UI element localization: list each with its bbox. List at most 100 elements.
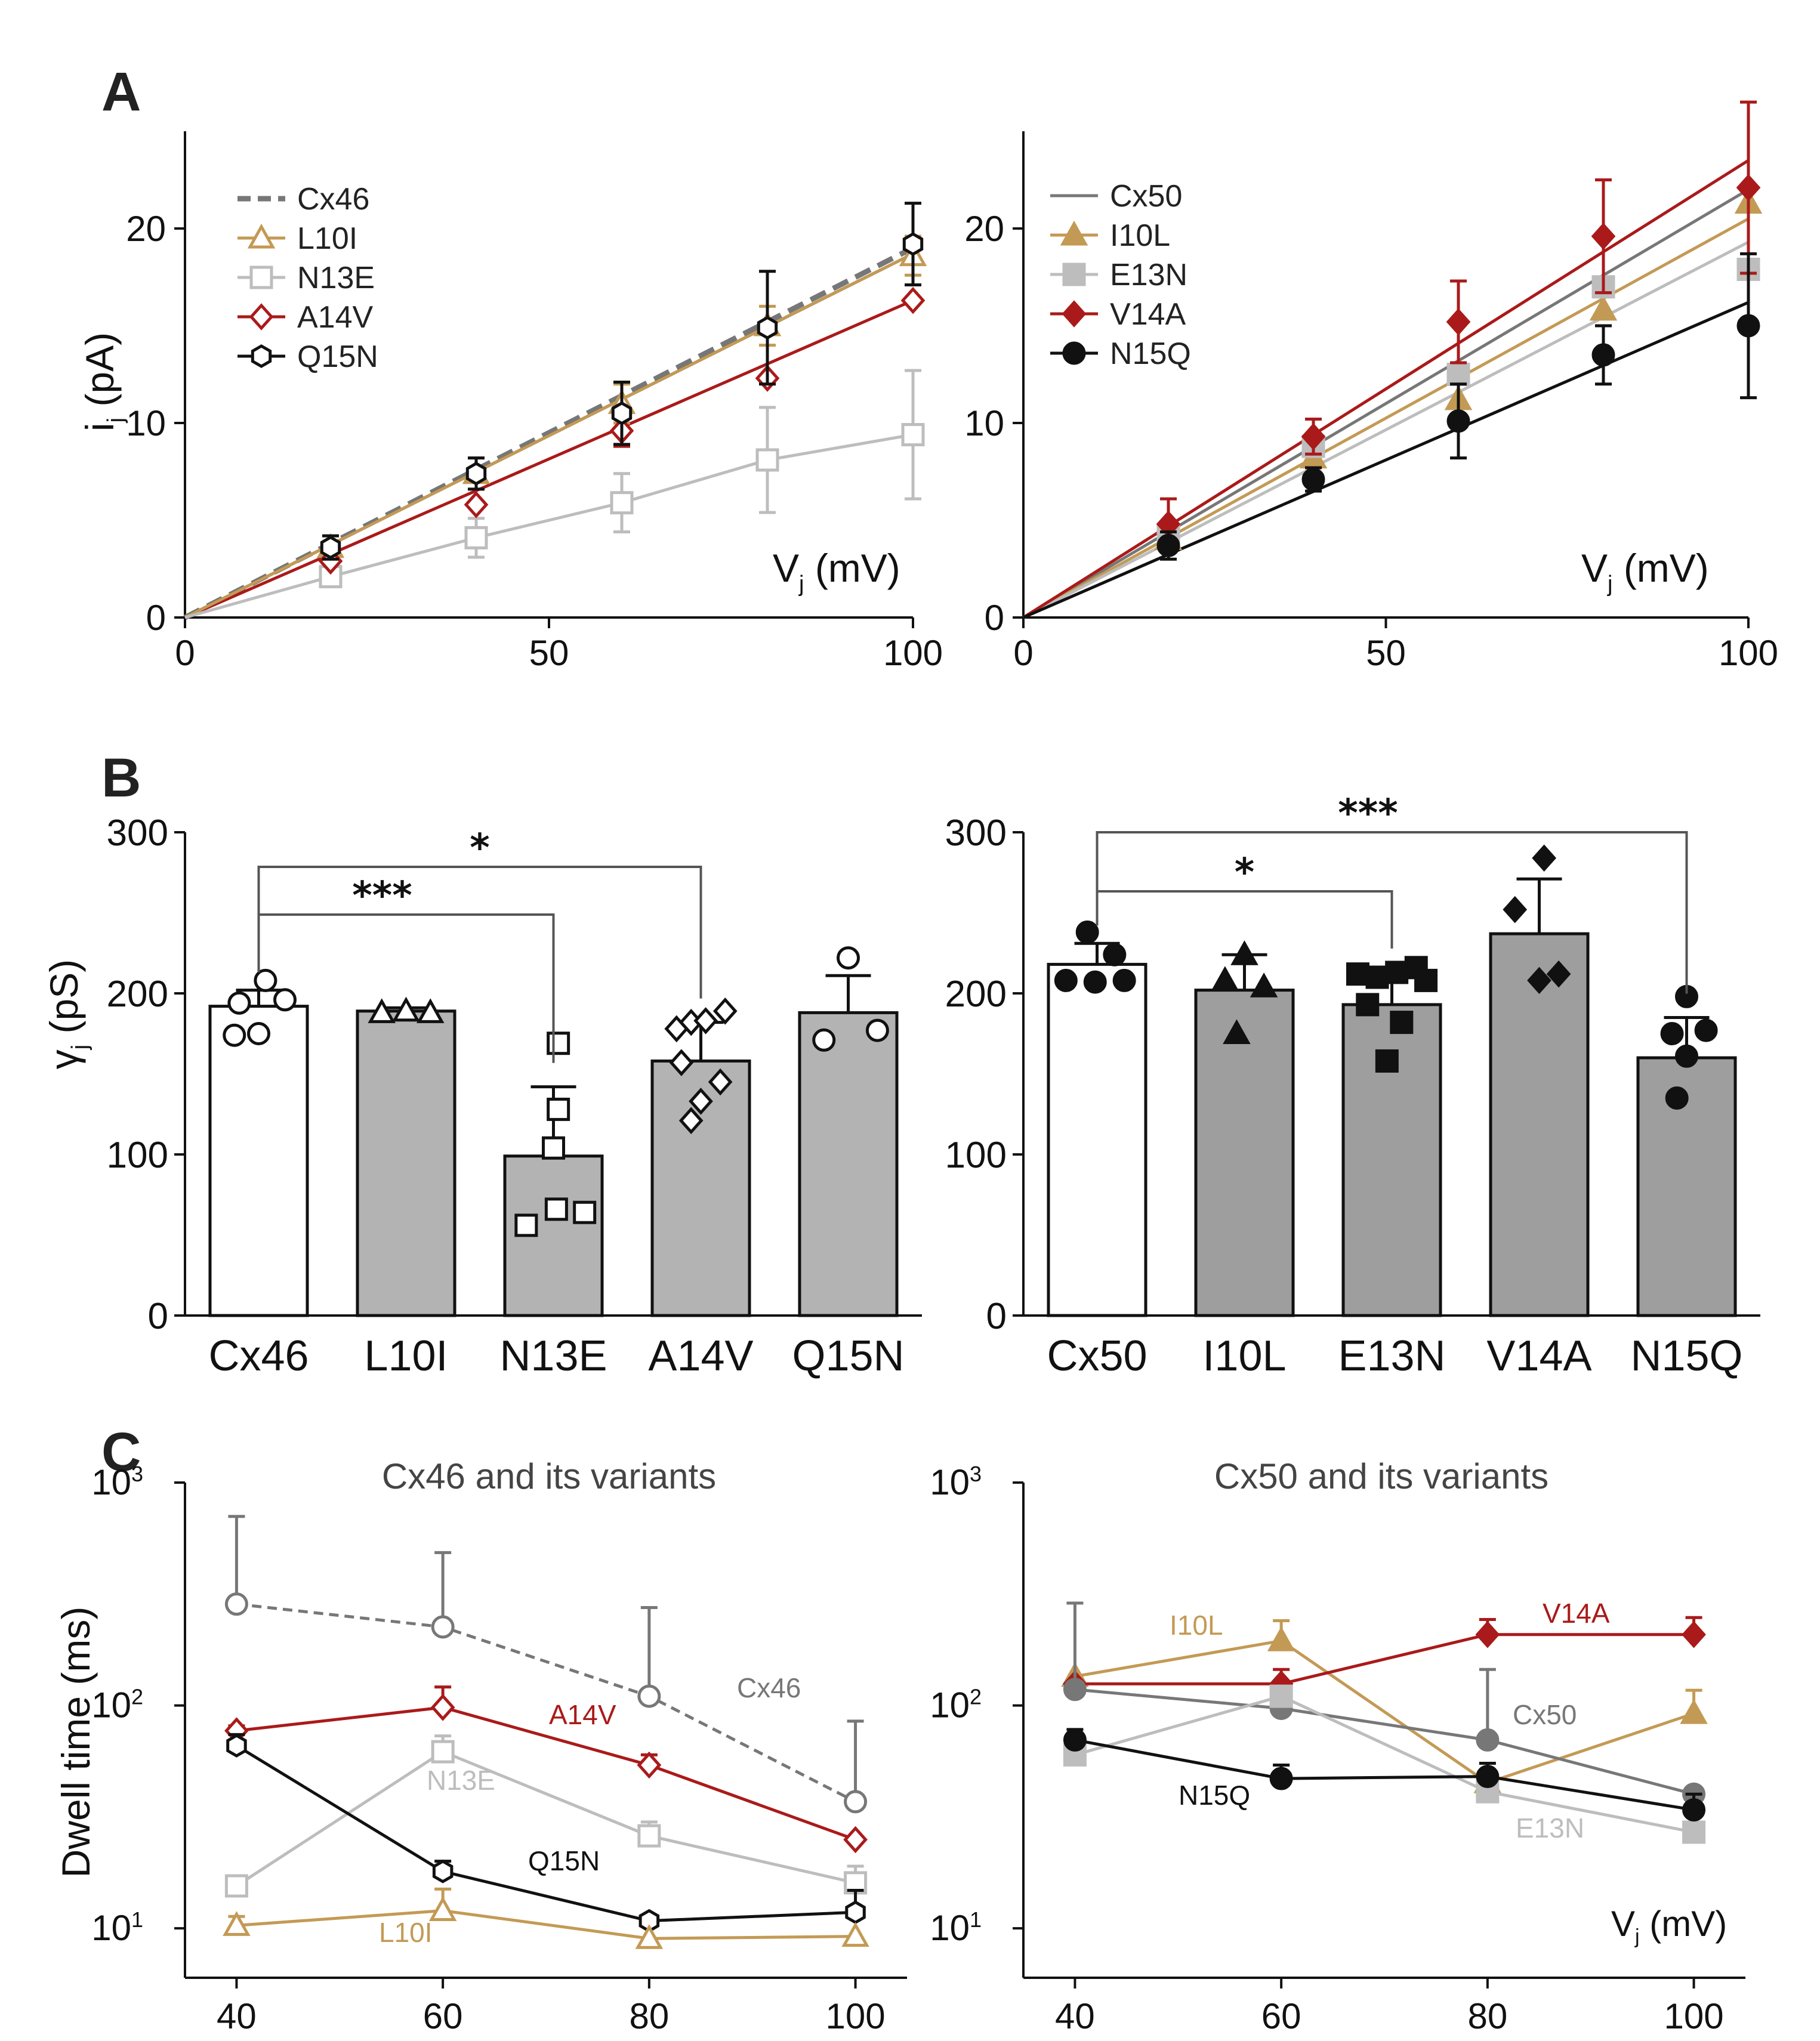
data-point-e13n <box>1446 363 1470 386</box>
x-tick-label: 60 <box>423 1996 463 2036</box>
legend-label-i10l: I10L <box>1110 218 1170 253</box>
data-point-n13e <box>755 448 779 472</box>
series-line-v14a <box>1075 1633 1694 1685</box>
x-tick-label: 0 <box>175 633 195 673</box>
bar-cx50 <box>1047 962 1147 1317</box>
data-point-n13e <box>224 1874 248 1898</box>
series-line-a14v <box>236 1706 856 1841</box>
data-point-i10l <box>1267 1626 1295 1651</box>
bar-cx46 <box>208 1005 309 1317</box>
y-tick-label: 10 <box>126 403 166 443</box>
data-point-e13n <box>1385 961 1409 984</box>
series-label-e13n: E13N <box>1516 1812 1584 1844</box>
data-point-n15q <box>1156 533 1180 557</box>
data-point-v14a <box>1301 423 1326 450</box>
data-point-cx46 <box>224 1592 248 1616</box>
x-tick-label: 80 <box>629 1996 669 2036</box>
legend-marker-q15n <box>251 344 272 368</box>
series-label-i10l: I10L <box>1170 1610 1223 1641</box>
data-point-e13n <box>1414 968 1438 992</box>
data-point-e13n <box>1365 965 1389 989</box>
data-point-n15q <box>1675 1044 1698 1068</box>
fit-line-i10l <box>1022 217 1750 619</box>
data-point-q15n <box>757 316 778 340</box>
y-tick-label: 300 <box>945 813 1007 854</box>
data-point-a14v <box>678 1107 704 1135</box>
data-point-a14v <box>637 1751 662 1779</box>
y-axis-label: Dwell time (ms) <box>54 1607 98 1878</box>
data-point-v14a <box>1446 308 1471 336</box>
x-tick-label: 80 <box>1467 1996 1507 2036</box>
series-label-l10i: L10I <box>379 1917 433 1948</box>
category-label-v14a: V14A <box>1486 1332 1591 1380</box>
bar-l10i <box>356 1009 456 1317</box>
data-point-l10i <box>368 998 396 1023</box>
data-point-q15n <box>812 1028 836 1052</box>
data-point-q15n <box>226 1734 247 1758</box>
category-label-l10i: L10I <box>364 1332 448 1380</box>
data-point-n15q <box>1269 1767 1293 1790</box>
data-point-n13e <box>547 1032 570 1055</box>
data-point-q15n <box>432 1859 454 1883</box>
data-point-v14a <box>1546 960 1571 988</box>
data-point-e13n <box>1346 962 1369 986</box>
x-axis-label: Vj (mV) <box>1581 546 1709 597</box>
fit-line-a14v <box>184 299 914 619</box>
series-line-n13e <box>184 433 914 619</box>
data-point-n13e <box>464 526 488 549</box>
data-point-cx50 <box>1103 943 1127 967</box>
data-point-a14v <box>712 997 738 1025</box>
category-label-q15n: Q15N <box>792 1332 904 1380</box>
legend-label-n15q: N15Q <box>1110 336 1191 371</box>
legend-label-n13e: N13E <box>297 261 375 295</box>
bar-q15n <box>798 1011 899 1317</box>
data-point-e13n <box>1682 1820 1706 1844</box>
x-axis-label: Vj (mV) <box>773 546 900 597</box>
data-point-e13n <box>1390 1011 1414 1035</box>
significance-label: *** <box>352 874 412 918</box>
y-tick-label: 0 <box>985 598 1004 638</box>
fit-line-l10i <box>184 252 914 619</box>
data-point-v14a <box>1503 896 1528 924</box>
legend-marker-n15q <box>1062 341 1086 365</box>
series-line-q15n <box>236 1744 856 1923</box>
fit-line-n15q <box>1023 301 1749 619</box>
y-tick-label: 200 <box>945 974 1007 1015</box>
panel-letter-a: A <box>101 61 141 122</box>
data-point-n13e <box>637 1824 661 1848</box>
data-point-cx46 <box>254 968 277 992</box>
data-point-n13e <box>544 1197 568 1221</box>
data-point-q15n <box>902 232 924 256</box>
y-axis-label: γj (pS) <box>42 959 92 1069</box>
data-point-cx50 <box>1075 920 1099 944</box>
x-tick-label: 100 <box>883 633 943 673</box>
data-point-cx50 <box>1112 968 1136 992</box>
series-line-i10l <box>1075 1639 1695 1784</box>
chart-c-left: 40 60 80 100 103 102 101 Cx46 A14V N13E Q15N L10I Cx… <box>54 1456 907 2036</box>
y-tick-label: 103 <box>930 1462 982 1502</box>
data-point-a14v <box>689 1088 713 1115</box>
x-axis-label: Vj (mV) <box>1611 1904 1727 1948</box>
chart-c-right: 40 60 80 100 103 102 101 I10L V14A Cx50 E13N N15Q Cx… <box>930 1456 1745 2036</box>
data-point-n13e <box>431 1740 455 1764</box>
fit-line-e13n <box>1022 240 1750 619</box>
x-tick-label: 100 <box>1664 1996 1724 2036</box>
data-point-cx46 <box>637 1684 661 1708</box>
fit-line-v14a <box>1022 159 1750 619</box>
data-point-l10i <box>428 1896 457 1922</box>
legend-label-l10i: L10I <box>297 221 357 256</box>
y-tick-label: 20 <box>126 209 166 249</box>
data-point-cx46 <box>844 1790 868 1814</box>
data-point-a14v <box>708 1068 733 1096</box>
chart-title: Cx50 and its variants <box>1214 1456 1548 1496</box>
data-point-n15q <box>1063 1728 1087 1752</box>
y-tick-label: 0 <box>148 1296 168 1337</box>
data-point-v14a <box>1532 844 1557 872</box>
legend-label-cx46: Cx46 <box>297 182 369 217</box>
data-point-n13e <box>573 1200 597 1224</box>
y-tick-label: 101 <box>930 1907 982 1948</box>
y-tick-label: 103 <box>91 1462 143 1502</box>
significance-label: * <box>470 826 489 870</box>
category-label-i10l: I10L <box>1202 1332 1286 1380</box>
